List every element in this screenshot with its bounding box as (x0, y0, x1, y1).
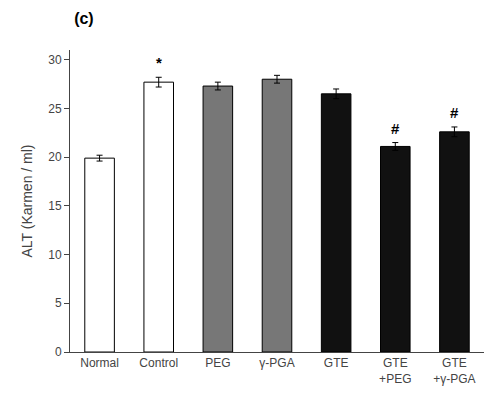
svg-text:#: # (450, 104, 459, 121)
svg-text:GTE: GTE (324, 356, 349, 370)
svg-text:*: * (156, 54, 162, 71)
svg-text:Normal: Normal (80, 356, 119, 370)
svg-text:#: # (391, 120, 400, 137)
svg-text:γ-PGA: γ-PGA (259, 356, 294, 370)
svg-text:GTE+γ-PGA: GTE+γ-PGA (433, 356, 475, 386)
svg-text:(c): (c) (74, 10, 94, 27)
svg-text:GTE+PEG: GTE+PEG (379, 356, 411, 386)
svg-text:25: 25 (48, 102, 62, 116)
svg-text:10: 10 (48, 248, 62, 262)
svg-text:20: 20 (48, 150, 62, 164)
svg-text:15: 15 (48, 199, 62, 213)
svg-text:Control: Control (139, 356, 178, 370)
svg-text:0: 0 (55, 345, 62, 359)
svg-text:ALT (Karmen / ml): ALT (Karmen / ml) (19, 144, 35, 257)
svg-text:30: 30 (48, 53, 62, 67)
svg-text:5: 5 (55, 296, 62, 310)
svg-text:PEG: PEG (205, 356, 230, 370)
